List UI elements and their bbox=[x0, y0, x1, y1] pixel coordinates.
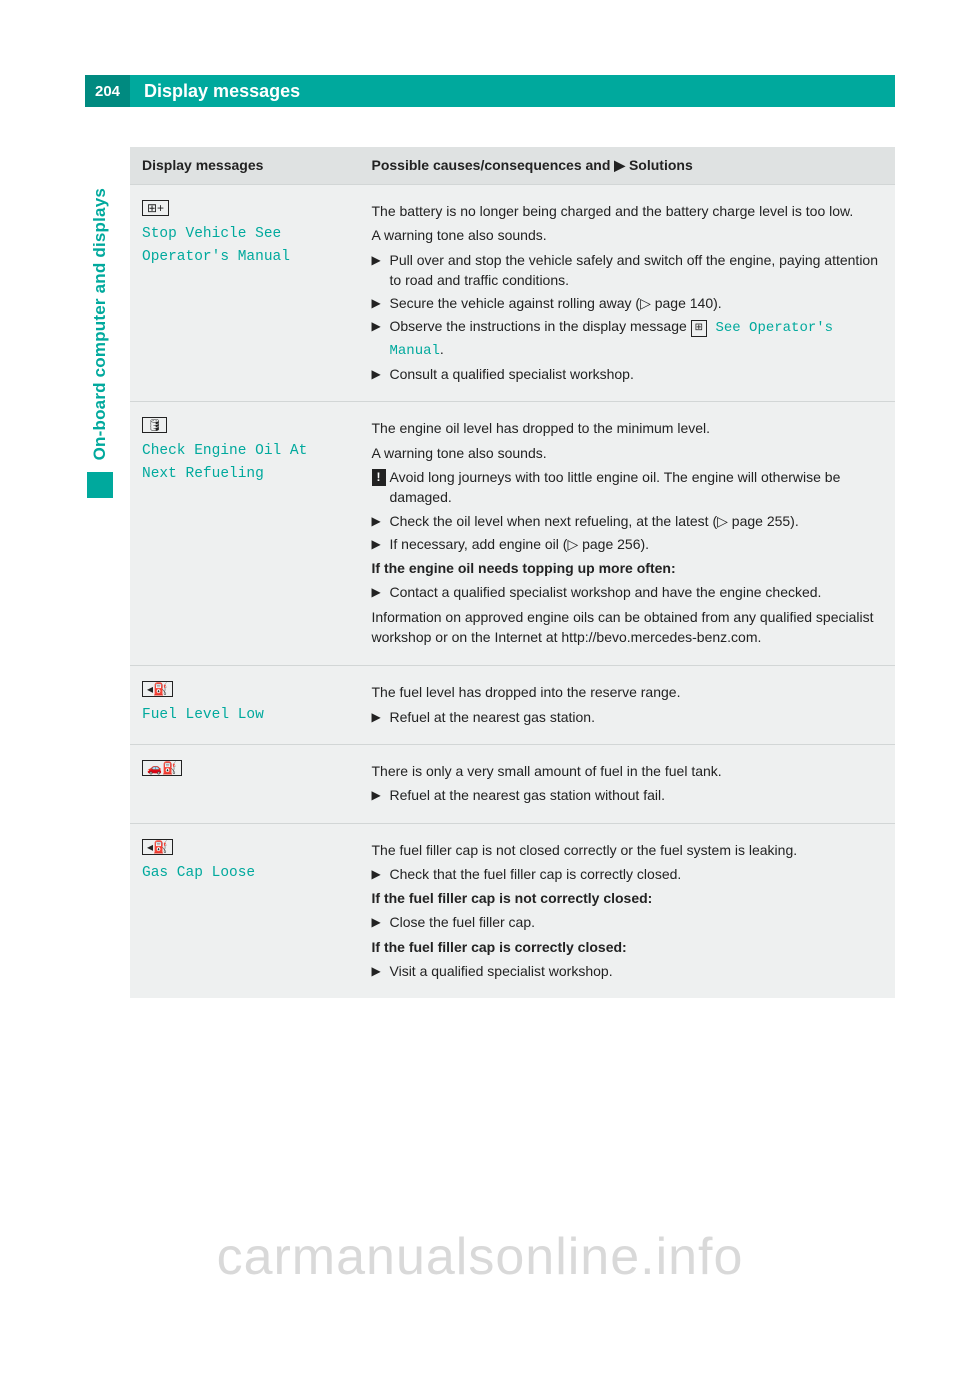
body-text: A warning tone also sounds. bbox=[372, 225, 884, 245]
page-header: 204 Display messages bbox=[85, 75, 895, 107]
bullet-item: ▶ Consult a qualified specialist worksho… bbox=[372, 364, 884, 384]
battery-icon: ⊞+ bbox=[142, 200, 169, 216]
body-text: A warning tone also sounds. bbox=[372, 443, 884, 463]
display-label: Check Engine Oil At bbox=[142, 443, 307, 459]
bullet-arrow-icon: ▶ bbox=[372, 293, 390, 313]
body-cell: The fuel filler cap is not closed correc… bbox=[360, 823, 896, 998]
bullet-text: Visit a qualified specialist workshop. bbox=[390, 961, 884, 981]
manual-inline-icon: ⊞ bbox=[691, 320, 707, 337]
content-area: Display messages Possible causes/consequ… bbox=[130, 147, 895, 998]
body-cell: There is only a very small amount of fue… bbox=[360, 744, 896, 823]
bullet-arrow-icon: ▶ bbox=[372, 534, 390, 554]
bullet-item: ▶ Contact a qualified specialist worksho… bbox=[372, 582, 884, 602]
body-text: Information on approved engine oils can … bbox=[372, 607, 884, 648]
fuel-pump-icon: ◂⛽ bbox=[142, 839, 173, 855]
watermark: carmanualsonline.info bbox=[0, 1227, 960, 1287]
bullet-text: Secure the vehicle against rolling away … bbox=[390, 293, 884, 313]
bullet-text: Observe the instructions in the display … bbox=[390, 316, 884, 361]
bullet-text: If necessary, add engine oil (▷ page 256… bbox=[390, 534, 884, 554]
bullet-item: ▶ Observe the instructions in the displa… bbox=[372, 316, 884, 361]
header-right-suffix: Solutions bbox=[625, 157, 693, 173]
warn-item: ! Avoid long journeys with too little en… bbox=[372, 467, 884, 508]
bullet-item: ▶ Visit a qualified specialist workshop. bbox=[372, 961, 884, 981]
bullet-arrow-icon: ▶ bbox=[372, 864, 390, 884]
bullet-arrow-icon: ▶ bbox=[372, 316, 390, 361]
bullet-item: ▶ Refuel at the nearest gas station with… bbox=[372, 785, 884, 805]
display-cell: ⊞+ Stop Vehicle See Operator's Manual bbox=[130, 185, 360, 402]
bullet-item: ▶ Check that the fuel filler cap is corr… bbox=[372, 864, 884, 884]
bullet-item: ▶ Check the oil level when next refuelin… bbox=[372, 511, 884, 531]
bullet-arrow-icon: ▶ bbox=[372, 511, 390, 531]
display-cell: ◂⛽ Fuel Level Low bbox=[130, 666, 360, 745]
sidebar-label: On-board computer and displays bbox=[90, 180, 110, 468]
body-text: There is only a very small amount of fue… bbox=[372, 761, 884, 781]
table-header-right: Possible causes/consequences and ▶ Solut… bbox=[360, 147, 896, 185]
table-row: ◂⛽ Gas Cap Loose The fuel filler cap is … bbox=[130, 823, 895, 998]
text-segment: . bbox=[440, 341, 444, 357]
bullet-text: Check that the fuel filler cap is correc… bbox=[390, 864, 884, 884]
table-row: 🚗⛽ There is only a very small amount of … bbox=[130, 744, 895, 823]
messages-table: Display messages Possible causes/consequ… bbox=[130, 147, 895, 998]
display-label: Stop Vehicle See bbox=[142, 226, 281, 242]
bullet-text: Consult a qualified specialist workshop. bbox=[390, 364, 884, 384]
table-row: ◂⛽ Fuel Level Low The fuel level has dro… bbox=[130, 666, 895, 745]
body-cell: The engine oil level has dropped to the … bbox=[360, 402, 896, 666]
bullet-arrow-icon: ▶ bbox=[372, 364, 390, 384]
body-text: The battery is no longer being charged a… bbox=[372, 201, 884, 221]
sidebar-square-icon bbox=[87, 472, 113, 498]
display-label: Operator's Manual bbox=[142, 249, 290, 265]
bullet-item: ▶ Pull over and stop the vehicle safely … bbox=[372, 250, 884, 291]
bullet-item: ▶ Refuel at the nearest gas station. bbox=[372, 707, 884, 727]
bullet-text: Check the oil level when next refueling,… bbox=[390, 511, 884, 531]
bullet-item: ▶ Close the fuel filler cap. bbox=[372, 912, 884, 932]
body-text: The fuel filler cap is not closed correc… bbox=[372, 840, 884, 860]
table-row: ⊞+ Stop Vehicle See Operator's Manual Th… bbox=[130, 185, 895, 402]
bullet-text: Refuel at the nearest gas station. bbox=[390, 707, 884, 727]
bullet-arrow-icon: ▶ bbox=[372, 250, 390, 291]
bold-heading: If the fuel filler cap is correctly clos… bbox=[372, 937, 884, 957]
body-text: The fuel level has dropped into the rese… bbox=[372, 682, 884, 702]
bullet-item: ▶ Secure the vehicle against rolling awa… bbox=[372, 293, 884, 313]
bullet-arrow-icon: ▶ bbox=[372, 785, 390, 805]
bullet-text: Refuel at the nearest gas station withou… bbox=[390, 785, 884, 805]
display-cell: ◂⛽ Gas Cap Loose bbox=[130, 823, 360, 998]
bullet-text: Contact a qualified specialist workshop … bbox=[390, 582, 884, 602]
display-label: Gas Cap Loose bbox=[142, 865, 255, 881]
page-title: Display messages bbox=[130, 81, 300, 102]
bullet-arrow-icon: ▶ bbox=[372, 582, 390, 602]
display-cell: 🛢 Check Engine Oil At Next Refueling bbox=[130, 402, 360, 666]
bullet-text: Pull over and stop the vehicle safely an… bbox=[390, 250, 884, 291]
fuel-pump-icon: ◂⛽ bbox=[142, 681, 173, 697]
table-header-left: Display messages bbox=[130, 147, 360, 185]
bullet-text: Close the fuel filler cap. bbox=[390, 912, 884, 932]
table-row: 🛢 Check Engine Oil At Next Refueling The… bbox=[130, 402, 895, 666]
bullet-arrow-icon: ▶ bbox=[372, 707, 390, 727]
bullet-item: ▶ If necessary, add engine oil (▷ page 2… bbox=[372, 534, 884, 554]
bullet-arrow-icon: ▶ bbox=[372, 961, 390, 981]
header-right-prefix: Possible causes/consequences and bbox=[372, 157, 615, 173]
bold-heading: If the fuel filler cap is not correctly … bbox=[372, 888, 884, 908]
display-cell: 🚗⛽ bbox=[130, 744, 360, 823]
display-label: Fuel Level Low bbox=[142, 707, 264, 723]
arrow-icon: ▶ bbox=[614, 157, 625, 174]
car-fuel-icon: 🚗⛽ bbox=[142, 760, 182, 776]
body-text: The engine oil level has dropped to the … bbox=[372, 418, 884, 438]
text-segment: Observe the instructions in the display … bbox=[390, 318, 691, 334]
bullet-arrow-icon: ▶ bbox=[372, 912, 390, 932]
page-number: 204 bbox=[85, 75, 130, 107]
sidebar-tab: On-board computer and displays bbox=[60, 180, 140, 498]
display-label: Next Refueling bbox=[142, 466, 264, 482]
warn-text: Avoid long journeys with too little engi… bbox=[390, 467, 884, 508]
bold-heading: If the engine oil needs topping up more … bbox=[372, 558, 884, 578]
body-cell: The battery is no longer being charged a… bbox=[360, 185, 896, 402]
oil-can-icon: 🛢 bbox=[142, 417, 167, 433]
warn-icon: ! bbox=[372, 467, 390, 508]
body-cell: The fuel level has dropped into the rese… bbox=[360, 666, 896, 745]
